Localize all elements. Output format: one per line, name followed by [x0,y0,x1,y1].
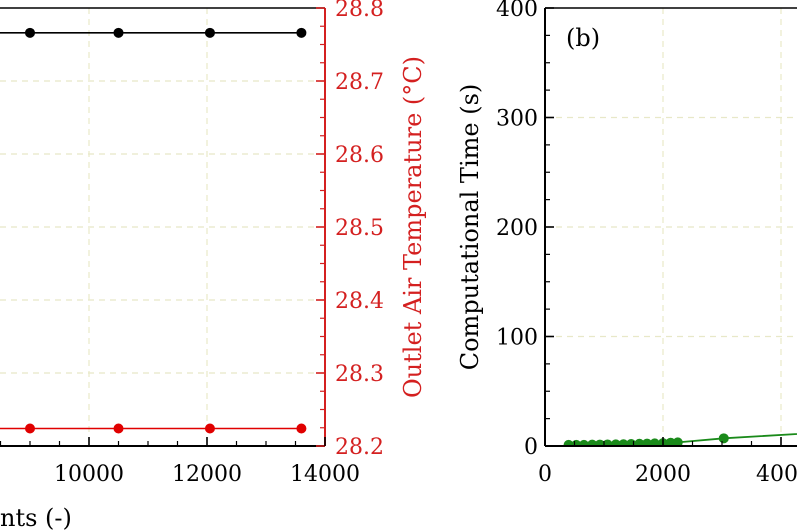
panel-a-y2-tick-label-5: 28.7 [335,70,384,95]
panel-b-y-tick-label-2: 200 [496,216,538,241]
panel-a-point-0-1 [113,27,124,38]
panel-b-point-1 [571,439,582,446]
panel-a-y2-tick-label-6: 28.8 [335,0,384,22]
panel-b-y-tick-label-0: 0 [524,435,538,460]
panel-b-point-0 [563,439,574,446]
panel-b-point-7 [618,439,629,446]
panel-a-x-tick-label-1: 12000 [172,462,242,487]
panel-a-x-label: nts (-) [0,504,72,532]
panel-b-point-11 [649,438,660,446]
panel-a-point-1-0 [25,423,35,434]
panel-b-y-tick-label-1: 100 [496,326,538,351]
panel-a-grid [0,8,325,446]
panel-b-y-tick-label-3: 300 [496,107,538,132]
panel-a-y2-tick-label-2: 28.4 [335,289,384,314]
panel-b-x-tick-label-2: 400 [756,462,797,487]
panel-a-ticks: 28.2 28.3 28.4 28.5 28.6 28.7 28.8 10000 12000 14… [0,0,384,487]
panel-a-point-1-1 [113,423,124,434]
panel-a-point-1-3 [296,423,307,434]
panel-b-label: (b) [566,24,600,52]
panel-b-ticks: 0 100 200 300 400 0 2000 400 [496,0,797,487]
panel-b: 0 100 200 300 400 0 2000 400 (b) Computational … [456,0,797,487]
panel-b-point-5 [602,439,613,446]
panel-b-point-2 [578,439,589,446]
panel-b-point-14 [672,437,683,446]
panel-a-y2-tick-label-4: 28.6 [335,143,384,168]
panel-b-point-10 [642,438,653,446]
panel-a-y2-tick-label-0: 28.2 [335,435,384,460]
panel-b-point-3 [587,439,598,446]
panel-a-point-1-2 [204,423,215,434]
panel-b-x-tick-label-1: 2000 [635,462,691,487]
panel-b-point-6 [610,439,621,446]
panel-a-point-0-2 [204,27,215,38]
panel-b-y-label: Computational Time (s) [456,84,484,371]
panel-a-y2-label: Outlet Air Temperature (°C) [399,56,427,398]
panel-b-grid [545,8,797,446]
panel-a-x-tick-label-2: 14000 [290,462,360,487]
panel-a-y2-tick-label-3: 28.5 [335,216,384,241]
panel-b-point-4 [594,439,605,446]
panel-b-x-tick-label-0: 0 [538,462,552,487]
panel-a-point-0-3 [296,27,307,38]
panel-a-series [0,27,307,434]
panel-b-point-9 [634,438,645,446]
panel-a-x-tick-label-0: 10000 [54,462,124,487]
panel-a-point-0-0 [25,27,35,38]
panel-b-point-15 [718,433,729,444]
panel-b-series [563,433,797,446]
panel-b-y-tick-label-4: 400 [496,0,538,22]
panel-a-y2-tick-label-1: 28.3 [335,362,384,387]
panel-a: 28.2 28.3 28.4 28.5 28.6 28.7 28.8 10000 12000 14… [0,0,427,532]
